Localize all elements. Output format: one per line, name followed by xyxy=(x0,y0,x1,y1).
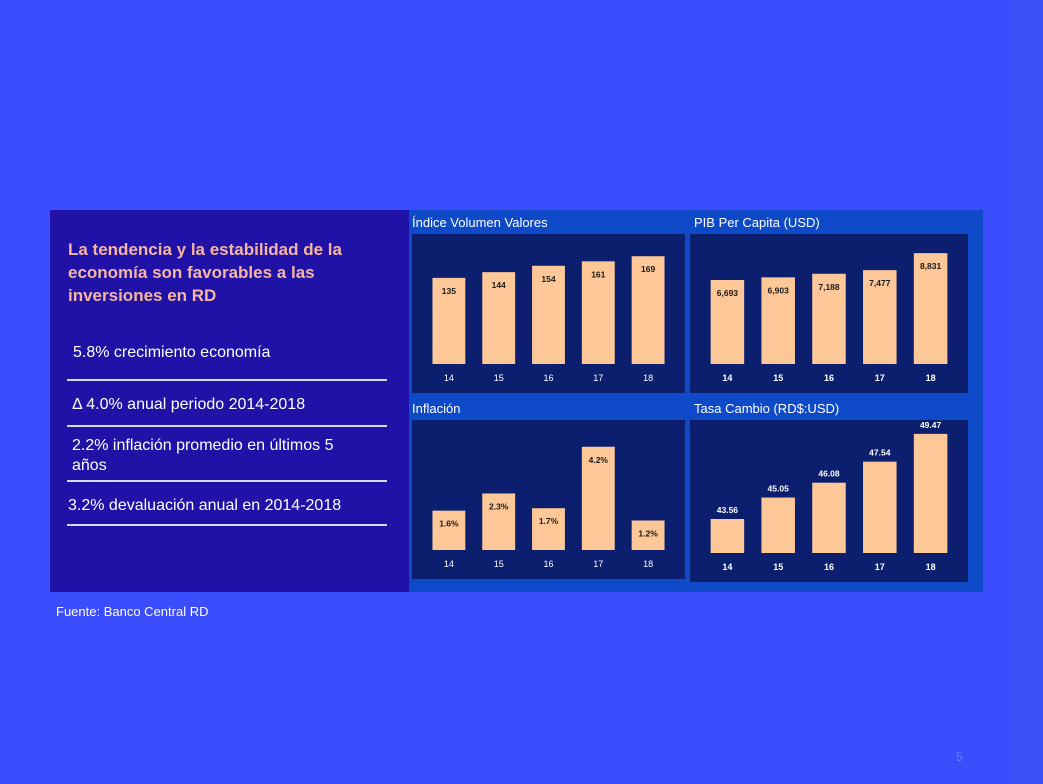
summary-panel: La tendencia y la estabilidad de la econ… xyxy=(50,210,409,592)
x-tick-label: 15 xyxy=(773,373,783,383)
x-tick-label: 16 xyxy=(543,559,553,569)
data-label: 161 xyxy=(591,269,605,279)
bar-15 xyxy=(761,497,795,553)
divider-2 xyxy=(67,425,387,427)
bar-18 xyxy=(631,256,665,364)
x-tick-label: 14 xyxy=(722,562,732,572)
chart-tasa-cambio: 43.56 14 45.05 15 46.08 16 47.54 17 49.47 18 xyxy=(690,420,968,582)
chart-indice-svg: 135 14 144 15 154 16 161 17 169 18 xyxy=(432,256,665,383)
bar-18 xyxy=(913,433,948,553)
data-label: 46.08 xyxy=(818,469,840,479)
data-label: 7,188 xyxy=(818,282,840,292)
data-label: 43.56 xyxy=(717,505,739,515)
data-label: 8,831 xyxy=(920,261,942,271)
chart-title-inflacion: Inflación xyxy=(412,401,461,416)
chart-title-indice: Índice Volumen Valores xyxy=(412,215,548,230)
bullet-devaluation: 3.2% devaluación anual en 2014-2018 xyxy=(68,497,342,514)
bar-16 xyxy=(532,508,565,550)
bullet-annual-change: Δ 4.0% anual periodo 2014-2018 xyxy=(72,396,306,413)
data-label: 154 xyxy=(541,274,555,284)
bar-14 xyxy=(432,277,466,364)
x-tick-label: 16 xyxy=(543,373,553,383)
x-tick-label: 15 xyxy=(773,562,783,572)
x-tick-label: 14 xyxy=(444,559,454,569)
data-label: 1.6% xyxy=(439,519,459,529)
bar-17 xyxy=(581,261,615,364)
x-tick-label: 14 xyxy=(444,373,454,383)
bar-18 xyxy=(913,253,948,364)
bar-16 xyxy=(812,482,846,553)
chart-inflacion-svg: 1.6% 14 2.3% 15 1.7% 16 4.2% 17 1.2% 18 xyxy=(432,446,665,569)
bar-17 xyxy=(863,461,897,553)
chart-pib-per-capita: 6,693 14 6,903 15 7,188 16 7,477 17 8,831 18 xyxy=(690,234,968,393)
x-tick-label: 17 xyxy=(593,373,603,383)
x-tick-label: 17 xyxy=(875,562,885,572)
data-label: 4.2% xyxy=(589,455,609,465)
chart-inflacion: 1.6% 14 2.3% 15 1.7% 16 4.2% 17 1.2% 18 xyxy=(412,420,685,579)
data-label: 2.3% xyxy=(489,501,509,511)
x-tick-label: 18 xyxy=(643,373,653,383)
x-tick-label: 17 xyxy=(875,373,885,383)
bar-15 xyxy=(482,493,516,550)
data-label: 47.54 xyxy=(869,448,891,458)
bar-16 xyxy=(532,265,565,364)
x-tick-label: 15 xyxy=(494,373,504,383)
data-label: 144 xyxy=(492,280,506,290)
chart-pib-svg: 6,693 14 6,903 15 7,188 16 7,477 17 8,831 18 xyxy=(710,253,948,383)
bar-15 xyxy=(482,272,516,364)
data-label: 1.7% xyxy=(539,516,559,526)
bar-14 xyxy=(432,510,466,550)
x-tick-label: 15 xyxy=(494,559,504,569)
bar-14 xyxy=(710,279,745,364)
bar-18 xyxy=(631,520,665,550)
bar-17 xyxy=(581,446,615,550)
bullet-growth: 5.8% crecimiento economía xyxy=(73,344,271,361)
source-note: Fuente: Banco Central RD xyxy=(56,604,209,619)
x-tick-label: 18 xyxy=(643,559,653,569)
bar-16 xyxy=(812,273,846,364)
chart-indice-volumen: 135 14 144 15 154 16 161 17 169 18 xyxy=(412,234,685,393)
x-tick-label: 16 xyxy=(824,373,834,383)
chart-title-tasa: Tasa Cambio (RD$:USD) xyxy=(694,401,840,416)
data-label: 7,477 xyxy=(869,278,891,288)
bar-14 xyxy=(710,519,745,553)
x-tick-label: 18 xyxy=(926,373,936,383)
data-label: 49.47 xyxy=(920,420,942,430)
x-tick-label: 14 xyxy=(722,373,732,383)
data-label: 45.05 xyxy=(768,484,790,494)
page-number: 5 xyxy=(956,750,963,764)
bar-17 xyxy=(863,270,897,364)
data-label: 1.2% xyxy=(638,529,658,539)
right-edge-strip xyxy=(1013,0,1043,784)
chart-title-pib: PIB Per Capita (USD) xyxy=(694,215,820,230)
divider-1 xyxy=(67,379,387,381)
x-tick-label: 17 xyxy=(593,559,603,569)
data-label: 135 xyxy=(442,286,456,296)
headline: La tendencia y la estabilidad de la econ… xyxy=(68,240,342,305)
x-tick-label: 16 xyxy=(824,562,834,572)
divider-4 xyxy=(67,524,387,526)
chart-tasa-svg: 43.56 14 45.05 15 46.08 16 47.54 17 49.47 18 xyxy=(710,420,948,572)
bar-15 xyxy=(761,277,795,364)
data-label: 6,693 xyxy=(717,288,739,298)
bullet-inflation: 2.2% inflación promedio en últimos 5 año… xyxy=(72,437,334,474)
divider-3 xyxy=(67,480,387,482)
x-tick-label: 18 xyxy=(926,562,936,572)
data-label: 6,903 xyxy=(768,285,790,295)
data-label: 169 xyxy=(641,264,655,274)
